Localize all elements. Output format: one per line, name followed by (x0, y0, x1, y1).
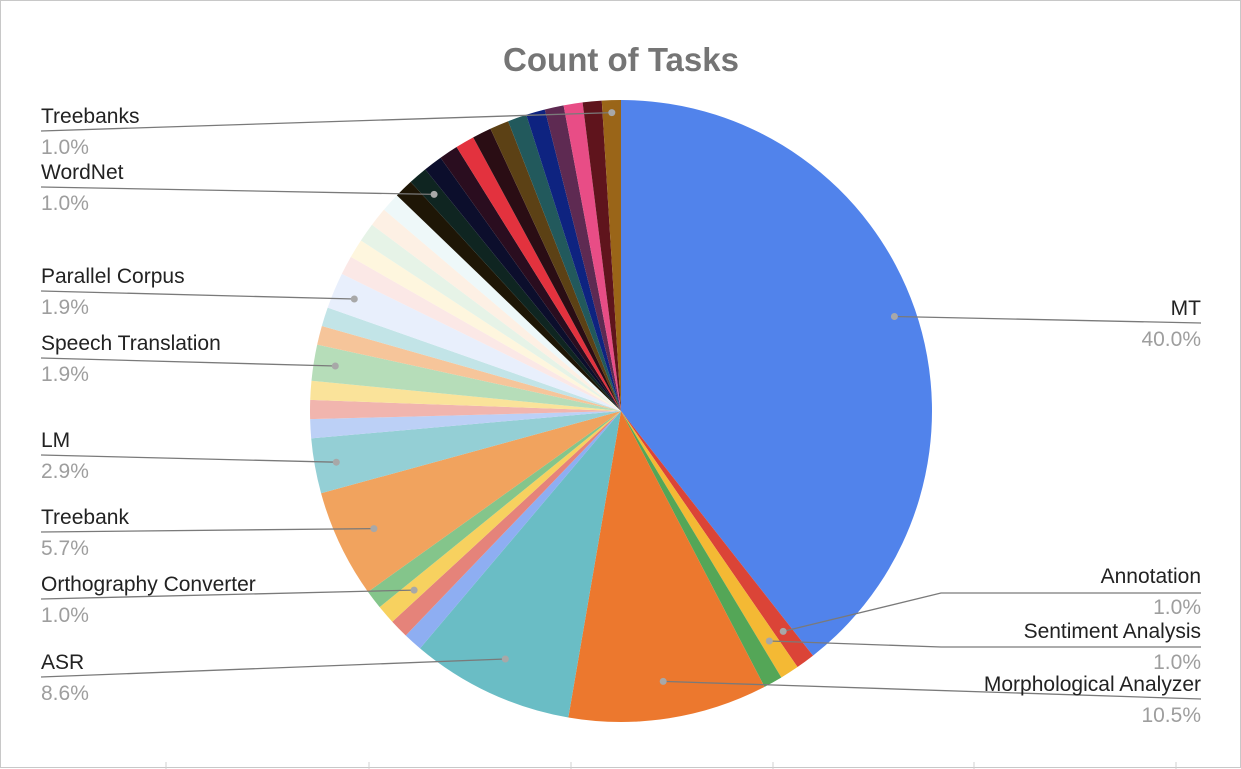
pie-slice (392, 411, 621, 636)
slice-label-asr: ASR (41, 651, 84, 674)
pie-slice-morphological-analyzer (568, 411, 765, 722)
slice-label-annotation: Annotation (1101, 565, 1201, 588)
pie-slice (563, 102, 621, 411)
slice-percent-orthography-converter: 1.0% (41, 604, 89, 627)
pie-slice-asr (420, 411, 621, 718)
pie-slice (371, 209, 621, 411)
pie-slice (341, 256, 621, 411)
pie-slice-mt (621, 100, 932, 656)
pie-slice (473, 128, 621, 411)
pie-slice (456, 137, 621, 412)
pie-slice (317, 325, 621, 411)
pie-slice (310, 399, 621, 420)
leader-dot-speech-translation (331, 362, 339, 370)
pie-slice (526, 109, 621, 412)
slice-label-orthography-converter: Orthography Converter (41, 573, 256, 596)
pie-slice (350, 240, 621, 411)
slice-percent-parallel-corpus: 1.9% (41, 296, 89, 319)
slice-percent-speech-translation: 1.9% (41, 363, 89, 386)
pie-slice-speech-translation (311, 344, 621, 411)
leader-dot-treebank (370, 525, 378, 533)
leader-line-orthography-converter (40, 589, 415, 600)
leader-line-wordnet (40, 186, 435, 196)
slice-percent-treebank: 5.7% (41, 537, 89, 560)
leader-line-lm (40, 454, 337, 463)
pie-slice (621, 411, 782, 687)
pie-slice-annotation (621, 411, 814, 668)
pie-slice (405, 411, 621, 649)
leader-dot-parallel-corpus (350, 295, 358, 303)
leader-lines (40, 109, 1202, 700)
pie-slice-treebank (321, 411, 621, 592)
leader-dot-morphological-analyzer (659, 677, 667, 685)
pie-slices (310, 100, 932, 722)
leader-line-morphological-analyzer (663, 680, 1202, 700)
leader-line-treebanks (40, 111, 612, 132)
slice-percent-lm: 2.9% (41, 460, 89, 483)
pie-slice (440, 147, 621, 411)
slice-label-sentiment-analysis: Sentiment Analysis (1024, 620, 1201, 643)
leader-dot-orthography-converter (410, 586, 418, 594)
leader-line-mt (894, 315, 1202, 324)
slice-label-mt: MT (1171, 297, 1201, 320)
slice-label-wordnet: WordNet (41, 161, 124, 184)
leader-line-treebank (40, 527, 374, 533)
slice-percent-annotation: 1.0% (1153, 596, 1201, 619)
leader-line-annotation (783, 592, 1201, 633)
leader-dot-wordnet (430, 190, 438, 198)
chart-title: Count of Tasks (503, 41, 739, 78)
leader-dot-lm (332, 458, 340, 466)
pie-slice (383, 195, 621, 411)
pie-slice-parallel-corpus (327, 273, 621, 411)
leader-dot-treebanks (608, 109, 616, 117)
leader-dot-mt (890, 313, 898, 320)
pie-slice-treebanks (601, 100, 621, 411)
slice-percent-mt: 40.0% (1141, 328, 1201, 351)
pie-slice (310, 411, 621, 439)
pie-slice (508, 114, 621, 411)
pie-slice (425, 157, 621, 411)
slice-label-treebanks: Treebanks (41, 105, 139, 128)
pie-slice-orthography-converter (379, 411, 621, 622)
pie-slice (396, 181, 621, 411)
pie-slice-wordnet (410, 169, 621, 411)
slice-label-lm: LM (41, 429, 70, 452)
pie-slice (582, 100, 621, 411)
leader-line-sentiment-analysis (769, 640, 1201, 648)
pie-slice (544, 105, 621, 411)
slice-label-morphological-analyzer: Morphological Analyzer (984, 673, 1201, 696)
leader-dot-sentiment-analysis (765, 637, 773, 645)
leader-line-asr (40, 658, 506, 678)
slice-percent-wordnet: 1.0% (41, 192, 89, 215)
pie-slice (367, 411, 621, 608)
slice-percent-asr: 8.6% (41, 682, 89, 705)
leader-dot-asr (501, 655, 509, 663)
leader-dot-annotation (779, 627, 787, 635)
slice-label-parallel-corpus: Parallel Corpus (41, 265, 185, 288)
pie-slice (310, 380, 621, 411)
slice-label-speech-translation: Speech Translation (41, 332, 221, 355)
slice-percent-morphological-analyzer: 10.5% (1141, 704, 1201, 727)
pie-slice-sentiment-analysis (621, 411, 798, 678)
leader-line-speech-translation (40, 357, 336, 367)
leader-line-parallel-corpus (40, 290, 355, 300)
slice-percent-sentiment-analysis: 1.0% (1153, 651, 1201, 674)
slice-label-treebank: Treebank (41, 506, 129, 529)
pie-slice-lm (311, 411, 621, 494)
pie-slice (490, 121, 621, 412)
pie-slice (360, 224, 621, 411)
pie-slice (321, 307, 621, 411)
slice-percent-treebanks: 1.0% (41, 136, 89, 159)
